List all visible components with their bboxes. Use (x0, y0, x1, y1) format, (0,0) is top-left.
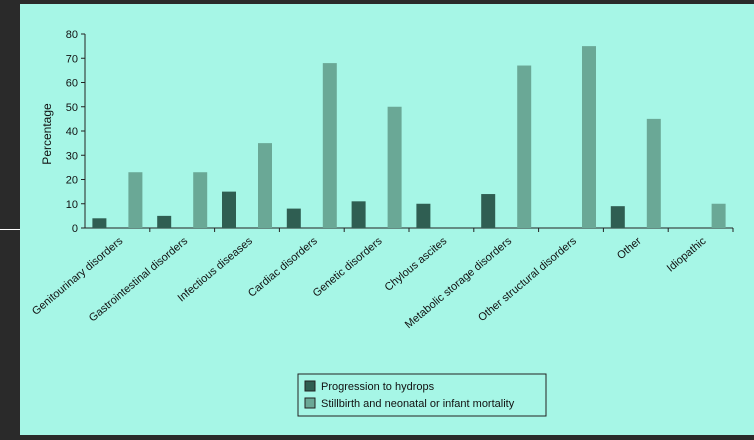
x-tick-labels: Genitourinary disordersGastrointestinal … (30, 235, 709, 331)
bar-progression-2 (222, 191, 236, 228)
y-tick-label-80: 80 (66, 29, 78, 41)
y-tick-label-10: 10 (66, 199, 78, 211)
bar-progression-6 (481, 194, 496, 228)
bar-progression-0 (92, 218, 107, 228)
bar-mortality-1 (193, 172, 208, 228)
bar-mortality-6 (517, 65, 532, 229)
bar-mortality-2 (258, 143, 272, 228)
y-tick-label-70: 70 (66, 53, 78, 65)
y-tick-label-0: 0 (72, 223, 78, 235)
bar-progression-5 (416, 203, 431, 228)
legend-label-progression: Progression to hydrops (321, 381, 435, 393)
legend-swatch-progression (304, 380, 316, 392)
y-tick-label-40: 40 (66, 126, 78, 138)
bar-mortality-0 (128, 172, 143, 228)
edge-divider (0, 229, 20, 230)
bar-mortality-9 (711, 203, 726, 228)
chart-axes: 0 10 20 30 40 50 60 70 80 (66, 29, 734, 235)
chart-panel: 0 10 20 30 40 50 60 70 80 Genitourinary disorder… (20, 4, 754, 435)
y-tick-label-20: 20 (66, 175, 78, 187)
x-tick-label-4: Genetic disorders (311, 235, 385, 300)
x-tick-label-3: Cardiac disorders (246, 235, 320, 300)
legend-label-mortality: Stillbirth and neonatal or infant mortal… (321, 398, 515, 410)
bar-progression-1 (157, 215, 172, 228)
legend-swatch-mortality (304, 397, 316, 409)
bar-chart: 0 10 20 30 40 50 60 70 80 Genitourinary disorder… (30, 29, 734, 417)
chart-bars (92, 46, 726, 229)
bar-mortality-7 (582, 46, 596, 228)
y-axis-label: Percentage (40, 103, 54, 165)
x-tick-label-8: Other (615, 235, 644, 262)
y-tick-label-60: 60 (66, 78, 78, 90)
chart-legend: Progression to hydrops Stillbirth and ne… (297, 373, 547, 417)
bar-mortality-3 (322, 63, 337, 228)
x-tick-label-9: Idiopathic (665, 235, 709, 275)
legend-box (297, 373, 547, 417)
y-tick-label-30: 30 (66, 150, 78, 162)
bar-progression-4 (351, 201, 366, 228)
bar-progression-8 (610, 206, 625, 228)
bar-mortality-4 (387, 106, 402, 228)
y-tick-label-50: 50 (66, 102, 78, 114)
bar-progression-3 (286, 208, 301, 228)
x-tick-label-5: Chylous ascites (383, 235, 450, 294)
x-tick-label-6: Metabolic storage disorders (403, 235, 515, 331)
bar-mortality-8 (646, 118, 661, 228)
